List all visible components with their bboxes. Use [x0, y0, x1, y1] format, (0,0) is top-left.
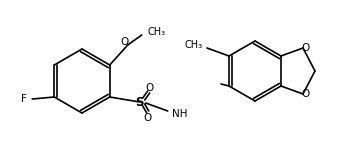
Text: F: F — [21, 94, 27, 104]
Text: O: O — [121, 37, 129, 47]
Text: CH₃: CH₃ — [148, 27, 166, 37]
Text: CH₃: CH₃ — [185, 40, 203, 50]
Text: O: O — [302, 43, 310, 53]
Text: S: S — [135, 95, 144, 109]
Text: O: O — [146, 83, 154, 93]
Text: O: O — [144, 113, 152, 123]
Text: NH: NH — [172, 109, 187, 119]
Text: O: O — [302, 89, 310, 99]
